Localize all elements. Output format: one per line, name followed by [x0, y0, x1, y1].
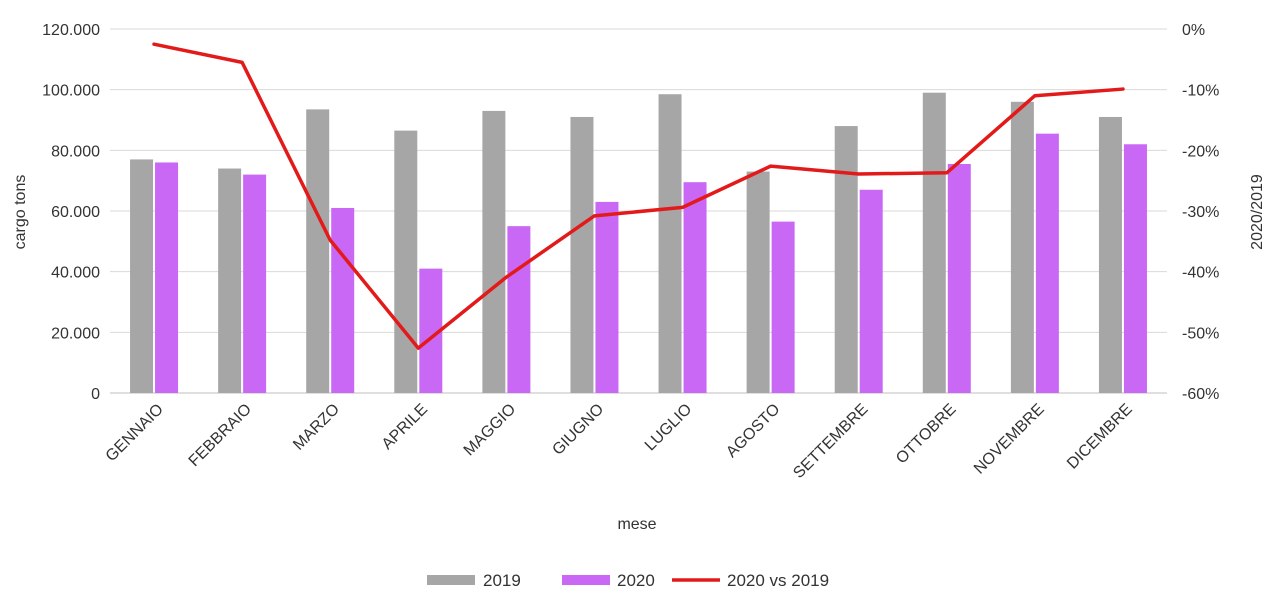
- legend-label-ratio: 2020 vs 2019: [727, 571, 829, 590]
- bar-2019: [746, 171, 770, 393]
- x-axis-title: mese: [617, 516, 656, 533]
- x-tick-label: GENNAIO: [103, 401, 167, 465]
- bar-2020: [1035, 133, 1059, 393]
- x-tick-label: MAGGIO: [461, 401, 520, 460]
- y-tick-label: 20.000: [51, 325, 100, 342]
- bar-2019: [1098, 116, 1122, 393]
- legend: 2019 2020 2020 vs 2019: [427, 571, 829, 590]
- y2-tick-label: -30%: [1182, 204, 1219, 221]
- x-tick-label: AGOSTO: [723, 401, 783, 461]
- bar-2019: [834, 126, 858, 394]
- bar-2019: [130, 159, 154, 393]
- bar-2020: [947, 163, 971, 393]
- bar-2019: [394, 130, 418, 393]
- y2-tick-label: 0%: [1182, 22, 1205, 39]
- x-tick-label: NOVEMBRE: [971, 401, 1048, 478]
- legend-swatch-2020: [562, 575, 610, 585]
- x-tick-label: OTTOBRE: [893, 401, 960, 468]
- bar-2020: [155, 162, 179, 393]
- y2-tick-label: -10%: [1182, 83, 1219, 100]
- bar-2019: [570, 116, 594, 393]
- y-axis-title: cargo tons: [12, 175, 29, 250]
- y-tick-label: 100.000: [42, 83, 100, 100]
- bar-2019: [658, 94, 682, 393]
- bar-2020: [1123, 144, 1147, 393]
- line-series: [152, 42, 1125, 350]
- bar-2020: [419, 268, 443, 393]
- x-tick-label: LUGLIO: [642, 401, 696, 455]
- y2-tick-label: -40%: [1182, 265, 1219, 282]
- line-2020-vs-2019: [152, 42, 1125, 350]
- x-tick-label: GIUGNO: [549, 401, 607, 459]
- x-tick-label: FEBBRAIO: [186, 401, 255, 470]
- x-tick-label: MARZO: [290, 401, 343, 454]
- y-tick-label: 120.000: [42, 22, 100, 39]
- bar-2020: [683, 182, 707, 393]
- bar-2019: [1010, 101, 1034, 394]
- bar-2019: [306, 109, 330, 393]
- y2-tick-label: -20%: [1182, 143, 1219, 160]
- y2-tick-label: -50%: [1182, 325, 1219, 342]
- y-tick-label: 0: [91, 386, 100, 403]
- y-tick-label: 40.000: [51, 265, 100, 282]
- x-tick-label: SETTEMBRE: [790, 401, 871, 482]
- bar-2019: [482, 110, 506, 394]
- legend-swatch-2019: [427, 575, 475, 585]
- bar-2020: [331, 207, 355, 393]
- y-tick-label: 60.000: [51, 204, 100, 221]
- bar-series: [130, 92, 1147, 394]
- x-tick-label: DICEMBRE: [1064, 401, 1136, 473]
- y2-tick-label: -60%: [1182, 386, 1219, 403]
- bar-2020: [507, 226, 531, 393]
- bar-2020: [859, 189, 883, 393]
- x-axis: GENNAIO FEBBRAIO MARZO APRILE MAGGIO GIUGNO LU…: [103, 401, 1136, 482]
- bar-2020: [595, 201, 619, 393]
- y-axis-right: -60% -50% -40% -30% -20% -10% 0%: [1182, 22, 1219, 403]
- x-tick-label: APRILE: [379, 401, 431, 453]
- legend-label-2019: 2019: [483, 571, 521, 590]
- bar-2020: [243, 174, 267, 393]
- y-axis-left: 0 20.000 40.000 60.000 80.000 100.000 120.000: [42, 22, 100, 403]
- bar-2019: [922, 92, 946, 393]
- bar-2020: [771, 221, 795, 393]
- y-tick-label: 80.000: [51, 143, 100, 160]
- legend-label-2020: 2020: [617, 571, 655, 590]
- y2-axis-title: 2020/2019: [1249, 174, 1266, 250]
- bar-2019: [218, 168, 242, 393]
